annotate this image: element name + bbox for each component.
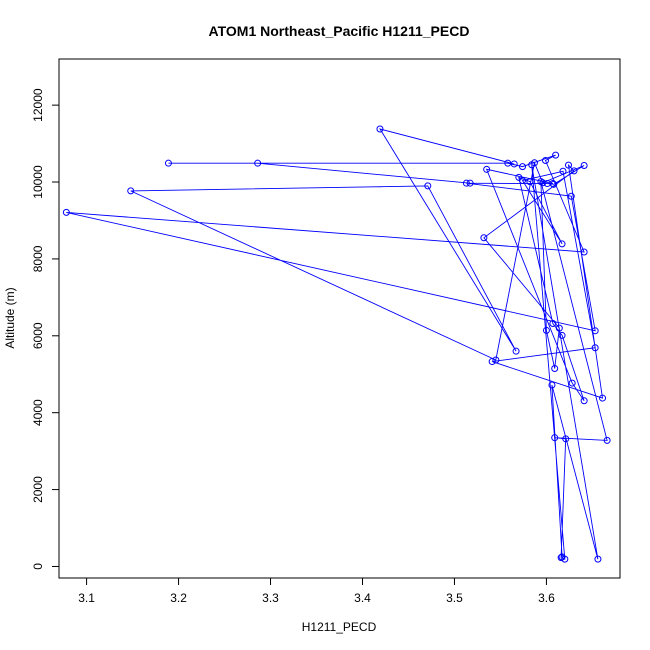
data-point xyxy=(591,327,599,335)
data-point xyxy=(424,182,432,190)
data-point xyxy=(376,125,384,133)
y-tick-label: 4000 xyxy=(31,399,45,426)
data-point xyxy=(462,179,470,187)
data-point xyxy=(594,555,602,563)
data-point xyxy=(62,208,70,216)
data-point xyxy=(549,319,557,327)
data-point xyxy=(562,435,570,443)
series-points xyxy=(62,125,611,563)
data-point xyxy=(580,248,588,256)
data-point xyxy=(551,434,559,442)
data-point xyxy=(580,397,588,405)
data-point xyxy=(537,178,545,186)
data-point xyxy=(558,553,566,561)
data-point xyxy=(528,161,536,169)
y-axis: 0 2000 4000 6000 8000 10000 12000 xyxy=(31,88,60,570)
data-point xyxy=(539,179,547,187)
y-tick-label: 10000 xyxy=(31,165,45,199)
chart-title: ATOM1 Northeast_Pacific H1211_PECD xyxy=(209,23,470,39)
series-line xyxy=(66,128,608,560)
data-point xyxy=(559,167,567,175)
data-point xyxy=(542,326,550,334)
data-point xyxy=(603,436,611,444)
data-point xyxy=(542,156,550,164)
data-point xyxy=(557,554,565,562)
series-lines xyxy=(66,128,608,560)
data-point xyxy=(526,178,534,186)
x-axis-label: H1211_PECD xyxy=(302,620,377,634)
data-point xyxy=(555,324,563,332)
data-point xyxy=(550,180,558,188)
data-point xyxy=(558,331,566,339)
data-point xyxy=(510,160,518,168)
y-tick-label: 6000 xyxy=(31,322,45,349)
data-point xyxy=(254,159,262,167)
data-point xyxy=(551,364,559,372)
data-point xyxy=(492,356,500,364)
data-point xyxy=(512,347,520,355)
data-point xyxy=(504,159,512,167)
y-tick-label: 8000 xyxy=(31,245,45,272)
data-point xyxy=(519,163,527,171)
data-point xyxy=(483,165,491,173)
data-point xyxy=(558,240,566,248)
y-tick-label: 12000 xyxy=(31,88,45,122)
x-tick-label: 3.2 xyxy=(170,591,187,605)
y-tick-label: 0 xyxy=(31,563,45,570)
data-point xyxy=(480,234,488,242)
y-tick-label: 2000 xyxy=(31,476,45,503)
x-tick-label: 3.5 xyxy=(446,591,463,605)
data-point xyxy=(567,192,575,200)
y-axis-label: Altitude (m) xyxy=(3,287,17,348)
x-tick-label: 3.4 xyxy=(354,591,371,605)
x-axis: 3.1 3.2 3.3 3.4 3.5 3.6 xyxy=(78,577,555,605)
data-point xyxy=(568,379,576,387)
data-point xyxy=(599,394,607,402)
data-point xyxy=(548,381,556,389)
data-point xyxy=(549,180,557,188)
data-point xyxy=(519,176,527,184)
data-point xyxy=(591,344,599,352)
data-point xyxy=(164,159,172,167)
data-point xyxy=(580,161,588,169)
data-point xyxy=(466,179,474,187)
data-point xyxy=(570,167,578,175)
data-point xyxy=(127,187,135,195)
plot-area-frame xyxy=(58,58,621,579)
x-tick-label: 3.3 xyxy=(262,591,279,605)
x-tick-label: 3.6 xyxy=(538,591,555,605)
x-tick-label: 3.1 xyxy=(78,591,95,605)
data-point xyxy=(488,358,496,366)
data-point xyxy=(552,151,560,159)
data-point xyxy=(564,161,572,169)
